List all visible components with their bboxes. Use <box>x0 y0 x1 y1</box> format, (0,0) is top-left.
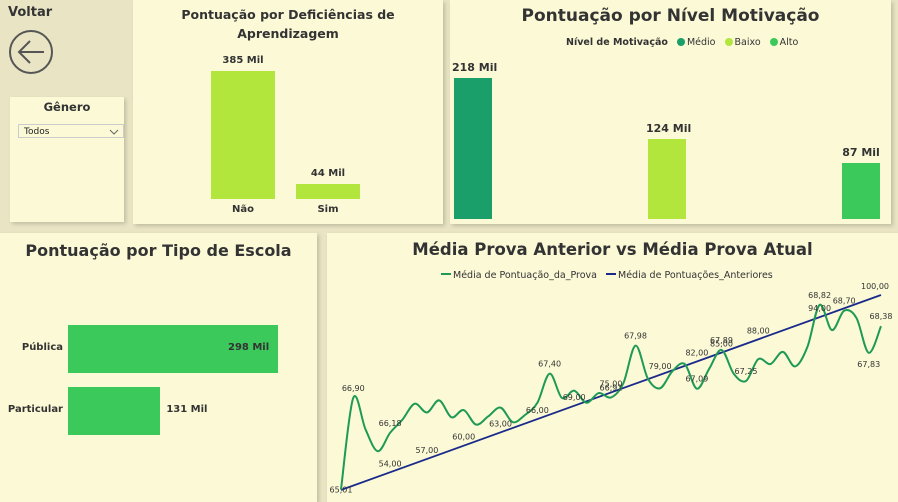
legend-item-medio: Médio <box>686 37 716 48</box>
prior-score-label-5: 69,00 <box>563 393 586 402</box>
current-score-label-0: 65,01 <box>330 486 353 495</box>
legend-dot-alto <box>769 38 778 46</box>
legend-item-prova: Média de Pontuação_da_Prova <box>453 270 597 281</box>
provas-chart: Média Prova Anterior vs Média Prova Atua… <box>327 233 898 502</box>
current-score-label-4: 66,91 <box>600 383 623 392</box>
escola-value-label-1: 131 Mil <box>166 404 208 415</box>
legend-line-anteriores <box>606 273 616 275</box>
prior-score-label-6: 75,00 <box>600 380 623 389</box>
provas-plot: 65,01 66,90 66,18 67,40 66,91 67,98 67,09 67,89… <box>330 282 893 495</box>
current-score-label-10: 68,70 <box>833 297 856 306</box>
deficiencia-bar-0[interactable] <box>211 71 275 199</box>
prior-score-label-7: 79,00 <box>649 362 672 371</box>
deficiencia-value-label-0: 385 Mil <box>222 55 264 66</box>
legend-line-prova <box>441 273 451 275</box>
chevron-down-icon <box>109 129 119 135</box>
prior-score-label-8: 82,00 <box>685 348 708 357</box>
motivacao-value-label-2: 87 Mil <box>842 145 880 159</box>
current-score-label-5: 67,98 <box>624 332 647 341</box>
current-score-label-12: 68,38 <box>870 312 893 321</box>
legend-item-anteriores: Média de Pontuações_Anteriores <box>618 270 773 281</box>
provas-title: Média Prova Anterior vs Média Prova Atua… <box>412 240 813 259</box>
motivacao-value-label-1: 124 Mil <box>646 121 692 135</box>
prior-score-label-9: 85,00 <box>710 340 733 349</box>
current-score-label-3: 67,40 <box>538 360 561 369</box>
current-score-label-1: 66,90 <box>342 384 365 393</box>
gender-filter-title: Gênero <box>43 100 91 114</box>
gender-dropdown-value: Todos <box>24 127 50 137</box>
deficiencia-title-line2: Aprendizagem <box>237 26 339 41</box>
prior-score-label-12: 100,00 <box>861 282 889 291</box>
motivacao-legend: Nível de Motivação Médio Baixo Alto <box>566 37 798 48</box>
legend-dot-baixo <box>724 38 733 46</box>
deficiencia-title-line1: Pontuação por Deficiências de <box>181 7 395 22</box>
back-label: Voltar <box>8 5 53 20</box>
current-score-label-8: 67,25 <box>735 367 758 376</box>
prior-scores-line <box>340 294 882 491</box>
current-score-label-11: 67,83 <box>857 360 880 369</box>
escola-bar-1[interactable] <box>68 387 161 435</box>
prior-score-label-10: 88,00 <box>747 326 770 335</box>
current-score-label-6: 67,09 <box>685 375 708 384</box>
prior-score-label-2: 60,00 <box>452 433 475 442</box>
motivacao-title: Pontuação por Nível Motivação <box>521 6 820 26</box>
nav-panel: Voltar <box>0 0 126 92</box>
current-score-label-7: 67,89 <box>710 336 733 345</box>
current-score-label-9: 68,82 <box>808 291 831 300</box>
motivacao-value-label-0: 218 Mil <box>452 61 498 74</box>
prior-score-label-3: 63,00 <box>489 419 512 428</box>
legend-item-alto: Alto <box>779 37 799 48</box>
motivacao-bar-2[interactable] <box>842 162 880 219</box>
legend-item-baixo: Baixo <box>734 37 761 48</box>
escola-title: Pontuação por Tipo de Escola <box>25 241 292 260</box>
deficiencia-chart: Pontuação por Deficiências de Aprendizag… <box>133 0 443 224</box>
motivacao-bar-0[interactable] <box>454 78 492 219</box>
escola-category-label-1: Particular <box>7 404 63 415</box>
gender-dropdown[interactable]: Todos <box>18 124 124 138</box>
arrow-left-icon <box>9 30 53 74</box>
escola-value-label-0: 298 Mil <box>228 342 270 353</box>
escola-category-label-0: Pública <box>21 342 63 353</box>
current-scores-line <box>340 303 882 490</box>
escola-chart: Pontuação por Tipo de Escola 298 Mil 131… <box>0 233 317 502</box>
motivacao-chart: Pontuação por Nível Motivação Nível de M… <box>450 0 891 224</box>
current-score-label-2: 66,18 <box>379 419 402 428</box>
deficiencia-value-label-1: 44 Mil <box>310 168 346 180</box>
back-button[interactable] <box>8 29 53 74</box>
escola-bar-0[interactable] <box>68 325 278 373</box>
legend-dot-medio <box>676 38 685 46</box>
deficiencia-category-label-0: Não <box>232 204 254 215</box>
prior-score-label-0: 54,00 <box>379 459 402 468</box>
deficiencia-title: Pontuação por Deficiências de Aprendizag… <box>133 5 443 43</box>
prior-score-label-11: 94,00 <box>808 304 831 313</box>
prior-score-label-1: 57,00 <box>415 446 438 455</box>
deficiencia-category-label-1: Sim <box>317 204 339 215</box>
gender-filter-panel: Gênero Todos <box>10 97 124 222</box>
provas-legend: Média de Pontuação_da_Prova Média de Pon… <box>441 270 773 281</box>
motivacao-legend-title: Nível de Motivação <box>566 37 668 48</box>
deficiencia-bar-1[interactable] <box>296 184 360 199</box>
prior-score-label-4: 66,00 <box>526 406 549 415</box>
motivacao-bar-1[interactable] <box>648 138 686 219</box>
